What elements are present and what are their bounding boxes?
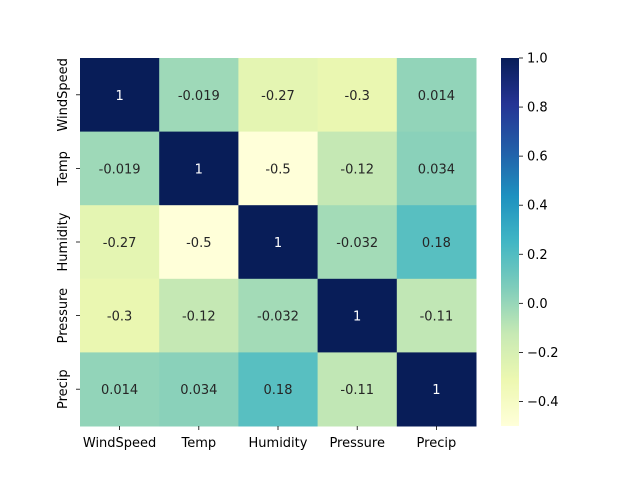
heatmap-cell-0-4 bbox=[396, 58, 477, 133]
cell-label-1-3: -0.12 bbox=[340, 162, 374, 177]
x-tick-label-0: WindSpeed bbox=[83, 436, 156, 451]
heatmap-cell-1-0 bbox=[80, 131, 160, 206]
colorbar-tick-label-1: 0.8 bbox=[527, 101, 548, 116]
y-tick-label-1: Temp bbox=[56, 151, 71, 187]
heatmap-cell-1-3 bbox=[317, 131, 398, 206]
x-tick-label-3: Pressure bbox=[329, 436, 385, 451]
colorbar-tick-label-2: 0.6 bbox=[527, 150, 548, 165]
heatmap-cell-3-1 bbox=[159, 278, 239, 353]
cell-label-3-3: 1 bbox=[353, 310, 361, 325]
heatmap-cell-4-3 bbox=[317, 352, 398, 427]
cell-label-3-2: -0.032 bbox=[257, 310, 299, 325]
heatmap-cell-0-0 bbox=[80, 58, 160, 133]
heatmap-cell-labels: 1 -0.019 -0.27 -0.3 0.014 -0.019 1 -0.5 -0.12 0.0… bbox=[99, 89, 455, 398]
heatmap-cell-0-2 bbox=[238, 58, 319, 133]
colorbar-gradient bbox=[501, 58, 519, 426]
y-tick-label-3: Pressure bbox=[56, 288, 71, 344]
colorbar-tick-label-4: 0.2 bbox=[527, 248, 548, 263]
cell-label-0-4: 0.014 bbox=[418, 89, 455, 104]
heatmap-cells bbox=[80, 58, 477, 427]
heatmap-cell-1-2 bbox=[238, 131, 319, 206]
cell-label-3-0: -0.3 bbox=[107, 310, 132, 325]
cell-label-2-1: -0.5 bbox=[186, 236, 211, 251]
x-axis: WindSpeed Temp Humidity Pressure Precip bbox=[83, 426, 456, 451]
heatmap-cell-2-3 bbox=[317, 205, 398, 280]
colorbar-tick-label-7: −0.4 bbox=[527, 395, 559, 410]
cell-label-2-4: 0.18 bbox=[422, 236, 451, 251]
x-tick-label-4: Precip bbox=[417, 436, 457, 451]
y-tick-label-4: Precip bbox=[56, 369, 71, 409]
cell-label-2-3: -0.032 bbox=[336, 236, 378, 251]
y-axis: WindSpeed Temp Humidity Pressure Precip bbox=[56, 58, 80, 409]
cell-label-2-2: 1 bbox=[274, 236, 282, 251]
x-tick-label-1: Temp bbox=[180, 436, 216, 451]
x-tick-label-2: Humidity bbox=[249, 436, 308, 451]
heatmap-cell-2-4 bbox=[396, 205, 477, 280]
heatmap-cell-2-1 bbox=[159, 205, 239, 280]
heatmap-cell-0-1 bbox=[159, 58, 239, 133]
colorbar-tick-label-6: −0.2 bbox=[527, 346, 559, 361]
y-tick-label-0: WindSpeed bbox=[56, 58, 71, 131]
colorbar-tick-label-3: 0.4 bbox=[527, 199, 548, 214]
y-tick-label-2: Humidity bbox=[56, 212, 71, 271]
heatmap-cell-3-3 bbox=[317, 278, 398, 353]
heatmap-cell-2-2 bbox=[238, 205, 319, 280]
heatmap-cell-4-4 bbox=[396, 352, 477, 427]
cell-label-4-0: 0.014 bbox=[101, 383, 138, 398]
colorbar-tick-label-5: 0.0 bbox=[527, 297, 548, 312]
cell-label-4-4: 1 bbox=[432, 383, 440, 398]
heatmap-cell-3-2 bbox=[238, 278, 319, 353]
cell-label-3-1: -0.12 bbox=[182, 310, 216, 325]
heatmap-cell-2-0 bbox=[80, 205, 160, 280]
colorbar-tick-label-0: 1.0 bbox=[527, 52, 548, 67]
cell-label-1-2: -0.5 bbox=[265, 162, 290, 177]
heatmap-cell-1-4 bbox=[396, 131, 477, 206]
cell-label-4-3: -0.11 bbox=[340, 383, 374, 398]
cell-label-0-2: -0.27 bbox=[261, 89, 295, 104]
cell-label-0-1: -0.019 bbox=[178, 89, 220, 104]
heatmap-cell-3-0 bbox=[80, 278, 160, 353]
cell-label-1-0: -0.019 bbox=[99, 162, 141, 177]
cell-label-4-2: 0.18 bbox=[264, 383, 293, 398]
colorbar: 1.0 0.8 0.6 0.4 0.2 0.0 −0.2 −0.4 bbox=[501, 52, 559, 426]
heatmap-cell-4-2 bbox=[238, 352, 319, 427]
heatmap-cell-1-1 bbox=[159, 131, 239, 206]
heatmap-cell-4-1 bbox=[159, 352, 239, 427]
heatmap-cell-3-4 bbox=[396, 278, 477, 353]
heatmap-cell-4-0 bbox=[80, 352, 160, 427]
heatmap-cell-0-3 bbox=[317, 58, 398, 133]
cell-label-1-1: 1 bbox=[195, 162, 203, 177]
cell-label-0-3: -0.3 bbox=[345, 89, 370, 104]
cell-label-2-0: -0.27 bbox=[103, 236, 137, 251]
cell-label-3-4: -0.11 bbox=[420, 310, 454, 325]
cell-label-4-1: 0.034 bbox=[180, 383, 217, 398]
cell-label-0-0: 1 bbox=[115, 89, 123, 104]
cell-label-1-4: 0.034 bbox=[418, 162, 455, 177]
